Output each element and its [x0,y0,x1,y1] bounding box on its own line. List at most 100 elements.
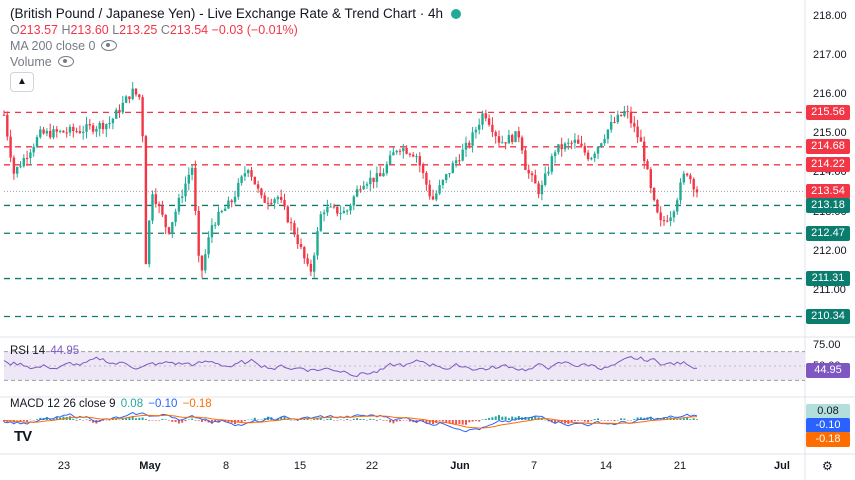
macd-histogram-bar [128,416,131,420]
macd-histogram-bar [577,420,580,421]
candle-body [332,206,336,208]
candle-body [118,109,121,113]
candle-body [388,155,392,165]
candle-body [392,152,395,156]
macd-histogram-bar [557,420,560,422]
eye-slash-icon[interactable] [57,56,74,67]
candle-body [577,139,580,144]
macd-histogram-bar [369,418,372,420]
change-value: −0.03 (−0.01%) [211,23,298,37]
candle-body [174,211,177,223]
macd-histogram-bar [306,418,309,420]
low-label: L [112,23,120,37]
macd-histogram-bar [72,418,75,420]
time-axis-label: 21 [673,460,687,472]
gear-icon[interactable]: ⚙ [822,459,833,473]
candle-body [273,199,276,204]
candle-body [141,97,144,137]
macd-histogram-bar [636,417,639,420]
candle-body [164,214,167,228]
collapse-legend-button[interactable]: ▲ [10,72,34,92]
macd-histogram-bar [593,418,596,420]
ma-row[interactable]: MA 200 close 0 [10,38,461,54]
resistance-price-tag: 214.68 [806,139,850,155]
candle-body [22,158,25,167]
macd-histogram-bar [247,419,250,421]
tradingview-logo[interactable]: TV [14,428,32,445]
macd-histogram-bar [19,420,22,423]
macd-legend[interactable]: MACD 12 26 close 9 0.08 −0.10 −0.18 [10,398,212,410]
candle-body [128,96,131,100]
macd-histogram-bar [580,420,583,421]
candle-body [293,223,296,235]
candle-body [78,131,82,133]
time-axis-label: 14 [599,460,613,472]
macd-histogram-bar [309,419,312,421]
candle-body [511,135,514,143]
candle-body [464,142,468,150]
macd-histogram-bar [560,420,563,423]
macd-histogram-bar [544,419,547,421]
macd-histogram-bar [633,419,636,420]
candle-body [299,244,303,248]
high-value: 213.60 [70,23,109,37]
candle-body [105,124,108,130]
candle-body [306,258,309,264]
macd-histogram-bar [639,417,642,420]
rsi-legend[interactable]: RSI 14 44.95 [10,345,79,357]
candle-body [534,175,537,184]
macd-histogram-bar [676,419,679,420]
candle-body [9,136,12,158]
macd-histogram-bar [138,417,141,420]
candle-body [484,113,487,119]
candle-body [369,177,372,185]
candle-body [530,173,534,176]
symbol-title[interactable]: (British Pound / Japanese Yen) - Live Ex… [10,6,444,21]
macd-histogram-bar [283,416,286,420]
candle-body [250,170,253,177]
candle-body [233,196,237,203]
candle-body [633,123,636,127]
macd-histogram-bar [217,420,220,423]
candle-body [88,124,91,126]
candle-body [478,124,481,130]
candle-body [336,206,339,214]
candle-body [243,173,247,177]
candle-body [29,152,32,159]
candle-body [494,132,497,137]
candle-body [339,213,342,215]
volume-row[interactable]: Volume [10,54,461,70]
macd-histogram-bar [3,420,5,422]
open-label: O [10,23,20,37]
candle-body [610,121,613,130]
candle-body [431,196,435,200]
macd-line-tag: -0.10 [806,418,850,433]
candle-body [138,94,141,98]
candle-body [352,196,355,206]
macd-histogram-bar [78,419,81,420]
candle-body [365,184,369,186]
candle-body [692,179,695,190]
macd-histogram-bar [590,420,593,421]
macd-histogram-bar [471,420,474,422]
time-axis-label: 23 [57,460,71,472]
macd-histogram-bar [125,418,128,420]
macd-histogram-bar [672,418,675,420]
candle-body [461,149,464,161]
candle-body [214,224,217,226]
eye-slash-icon[interactable] [101,40,118,51]
candle-body [646,161,649,170]
macd-histogram-bar [177,420,180,424]
candle-body [501,142,504,144]
candle-body [200,255,204,271]
candle-body [451,163,454,174]
macd-histogram-bar [164,419,167,420]
high-label: H [61,23,71,37]
candle-body [75,131,78,133]
macd-histogram-bar [626,420,629,421]
ma-indicator-label: MA 200 close 0 [10,39,96,53]
candle-body [600,143,603,147]
macd-histogram-bar [346,418,349,420]
